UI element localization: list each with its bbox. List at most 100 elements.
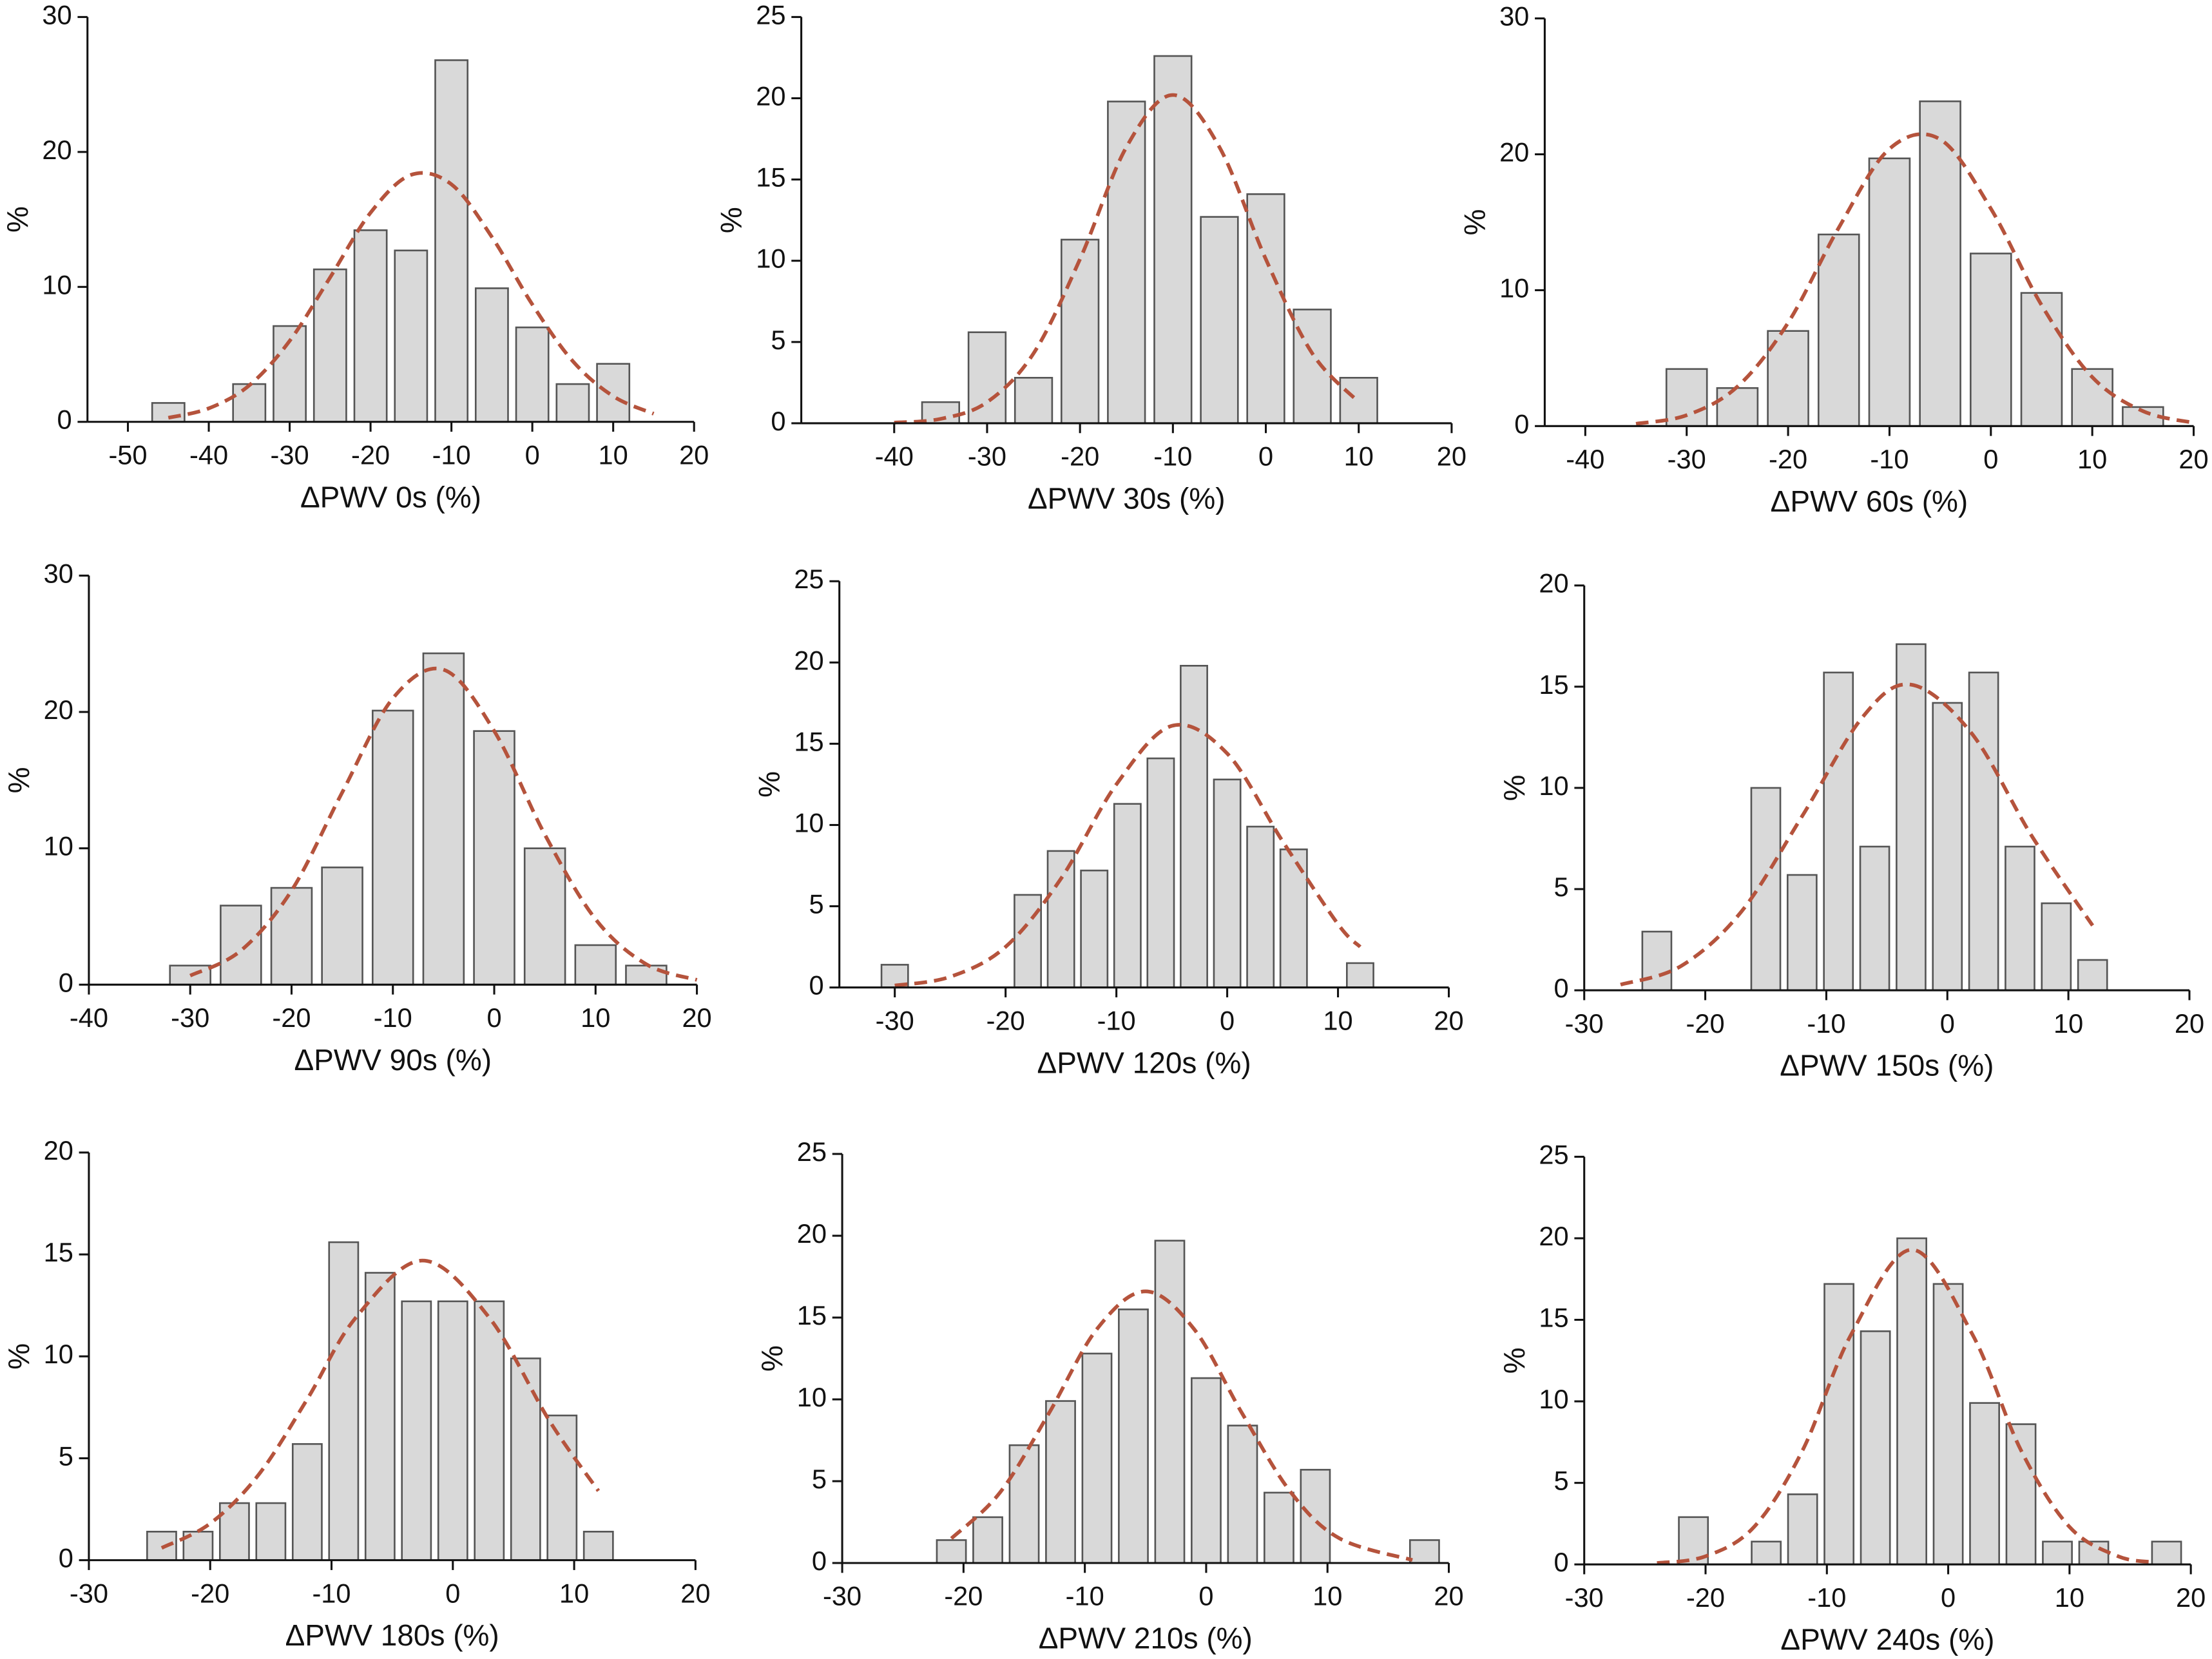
y-tick-label: 25 <box>1539 1139 1568 1169</box>
y-tick-label: 10 <box>756 244 785 274</box>
y-tick-label: 15 <box>44 1237 73 1267</box>
bar <box>1823 671 1854 992</box>
x-tick-label: 10 <box>559 1578 589 1608</box>
bar <box>1932 1283 1964 1566</box>
y-tick-label: 20 <box>1539 1221 1568 1251</box>
x-tick-label: -50 <box>108 439 147 470</box>
bar <box>2151 1540 2182 1566</box>
bar <box>582 1531 614 1561</box>
bar <box>1061 238 1100 425</box>
fit-curve <box>189 666 698 982</box>
x-axis-title: ΔPWV 30s (%) <box>1028 482 1226 515</box>
bar <box>1750 787 1782 992</box>
bar <box>2042 1540 2073 1566</box>
bar <box>1246 825 1275 989</box>
y-tick-label: 10 <box>44 831 73 861</box>
bar <box>1970 253 2012 427</box>
bar <box>437 1300 468 1561</box>
x-axis-title: ΔPWV 240s (%) <box>1780 1623 1994 1656</box>
fit-curve <box>1657 1247 2155 1565</box>
bar <box>474 287 509 423</box>
bar <box>1767 330 1809 427</box>
bar <box>1896 1237 1928 1566</box>
y-axis-title: % <box>1457 209 1491 236</box>
y-tick-label: 10 <box>44 1339 73 1369</box>
bar <box>523 847 566 986</box>
y-tick-label: 0 <box>1514 408 1529 439</box>
x-tick-label: -40 <box>189 439 228 470</box>
y-tick-label: 0 <box>59 967 73 997</box>
y-tick-label: 0 <box>59 1543 73 1573</box>
fit-curve <box>168 171 655 420</box>
y-tick-label: 20 <box>794 645 823 675</box>
bar <box>1716 387 1759 427</box>
bar <box>2005 1423 2037 1566</box>
bar <box>1932 702 1963 992</box>
y-tick-label: 30 <box>44 558 73 588</box>
y-tick-label: 15 <box>1539 1303 1568 1333</box>
x-tick-label: -10 <box>374 1002 412 1033</box>
x-tick-label: 20 <box>1434 1005 1463 1035</box>
bar <box>313 268 347 423</box>
bar <box>1300 1468 1331 1564</box>
x-tick-label: -10 <box>1870 444 1909 474</box>
bar <box>1113 803 1142 989</box>
y-tick-label: 30 <box>1499 1 1529 32</box>
x-tick-label: 10 <box>1344 441 1374 472</box>
x-tick-label: -10 <box>1066 1581 1104 1611</box>
bar <box>1859 845 1890 992</box>
x-tick-label: -30 <box>1668 444 1706 474</box>
bar <box>291 1443 323 1561</box>
y-tick-label: 0 <box>771 406 785 436</box>
bar <box>1153 55 1193 425</box>
y-axis-title: % <box>1497 774 1531 801</box>
y-tick-label: 0 <box>1554 1547 1569 1577</box>
y-tick-label: 15 <box>794 726 823 756</box>
x-tick-label: -40 <box>70 1002 108 1033</box>
x-tick-label: 20 <box>2178 444 2208 474</box>
x-tick-label: -20 <box>1061 441 1099 472</box>
bar <box>1786 874 1818 992</box>
y-axis-title: % <box>715 207 748 233</box>
x-tick-label: 0 <box>1940 1008 1955 1039</box>
x-tick-label: -30 <box>1565 1582 1604 1613</box>
x-tick-label: -40 <box>1566 444 1604 474</box>
bar <box>169 964 211 986</box>
bar <box>220 905 262 986</box>
y-tick-label: 30 <box>42 0 72 30</box>
x-tick-label: 0 <box>1941 1582 1956 1613</box>
x-tick-label: 0 <box>486 1002 501 1033</box>
x-tick-label: 20 <box>2175 1008 2204 1039</box>
y-tick-label: 10 <box>1499 273 1529 303</box>
bar <box>1968 671 1999 992</box>
bar <box>1154 1240 1186 1564</box>
x-axis-title: ΔPWV 210s (%) <box>1039 1622 1253 1655</box>
x-tick-label: 0 <box>1258 441 1273 472</box>
x-tick-label: 20 <box>679 439 709 470</box>
y-tick-label: 0 <box>1554 973 1569 1003</box>
x-tick-label: -20 <box>986 1005 1025 1035</box>
bar <box>321 867 363 986</box>
y-tick-label: 25 <box>797 1136 827 1167</box>
fit-curve <box>160 1258 601 1550</box>
y-tick-label: 5 <box>1554 1466 1569 1496</box>
x-tick-label: 20 <box>680 1578 710 1608</box>
y-tick-label: 20 <box>44 1135 73 1165</box>
bar <box>1246 193 1285 425</box>
bar <box>1014 894 1042 989</box>
panel: -30 -20 -10 0 10 20 0 5 10 15 20 ΔPWV 180s (%)% <box>2 1135 711 1652</box>
bar <box>546 1414 578 1561</box>
y-tick-label: 5 <box>59 1441 73 1471</box>
bar <box>364 1272 396 1561</box>
y-tick-label: 0 <box>809 970 823 1001</box>
bar <box>1969 1402 2000 1566</box>
y-tick-label: 15 <box>756 162 785 193</box>
bar <box>1080 869 1109 989</box>
x-axis-title: ΔPWV 90s (%) <box>294 1043 492 1077</box>
x-tick-label: -10 <box>1807 1008 1845 1039</box>
x-tick-label: 10 <box>1313 1581 1342 1611</box>
x-axis-title: ΔPWV 0s (%) <box>300 480 481 513</box>
x-tick-label: -30 <box>968 441 1006 472</box>
bar <box>1045 1400 1076 1564</box>
x-tick-label: -20 <box>944 1581 983 1611</box>
